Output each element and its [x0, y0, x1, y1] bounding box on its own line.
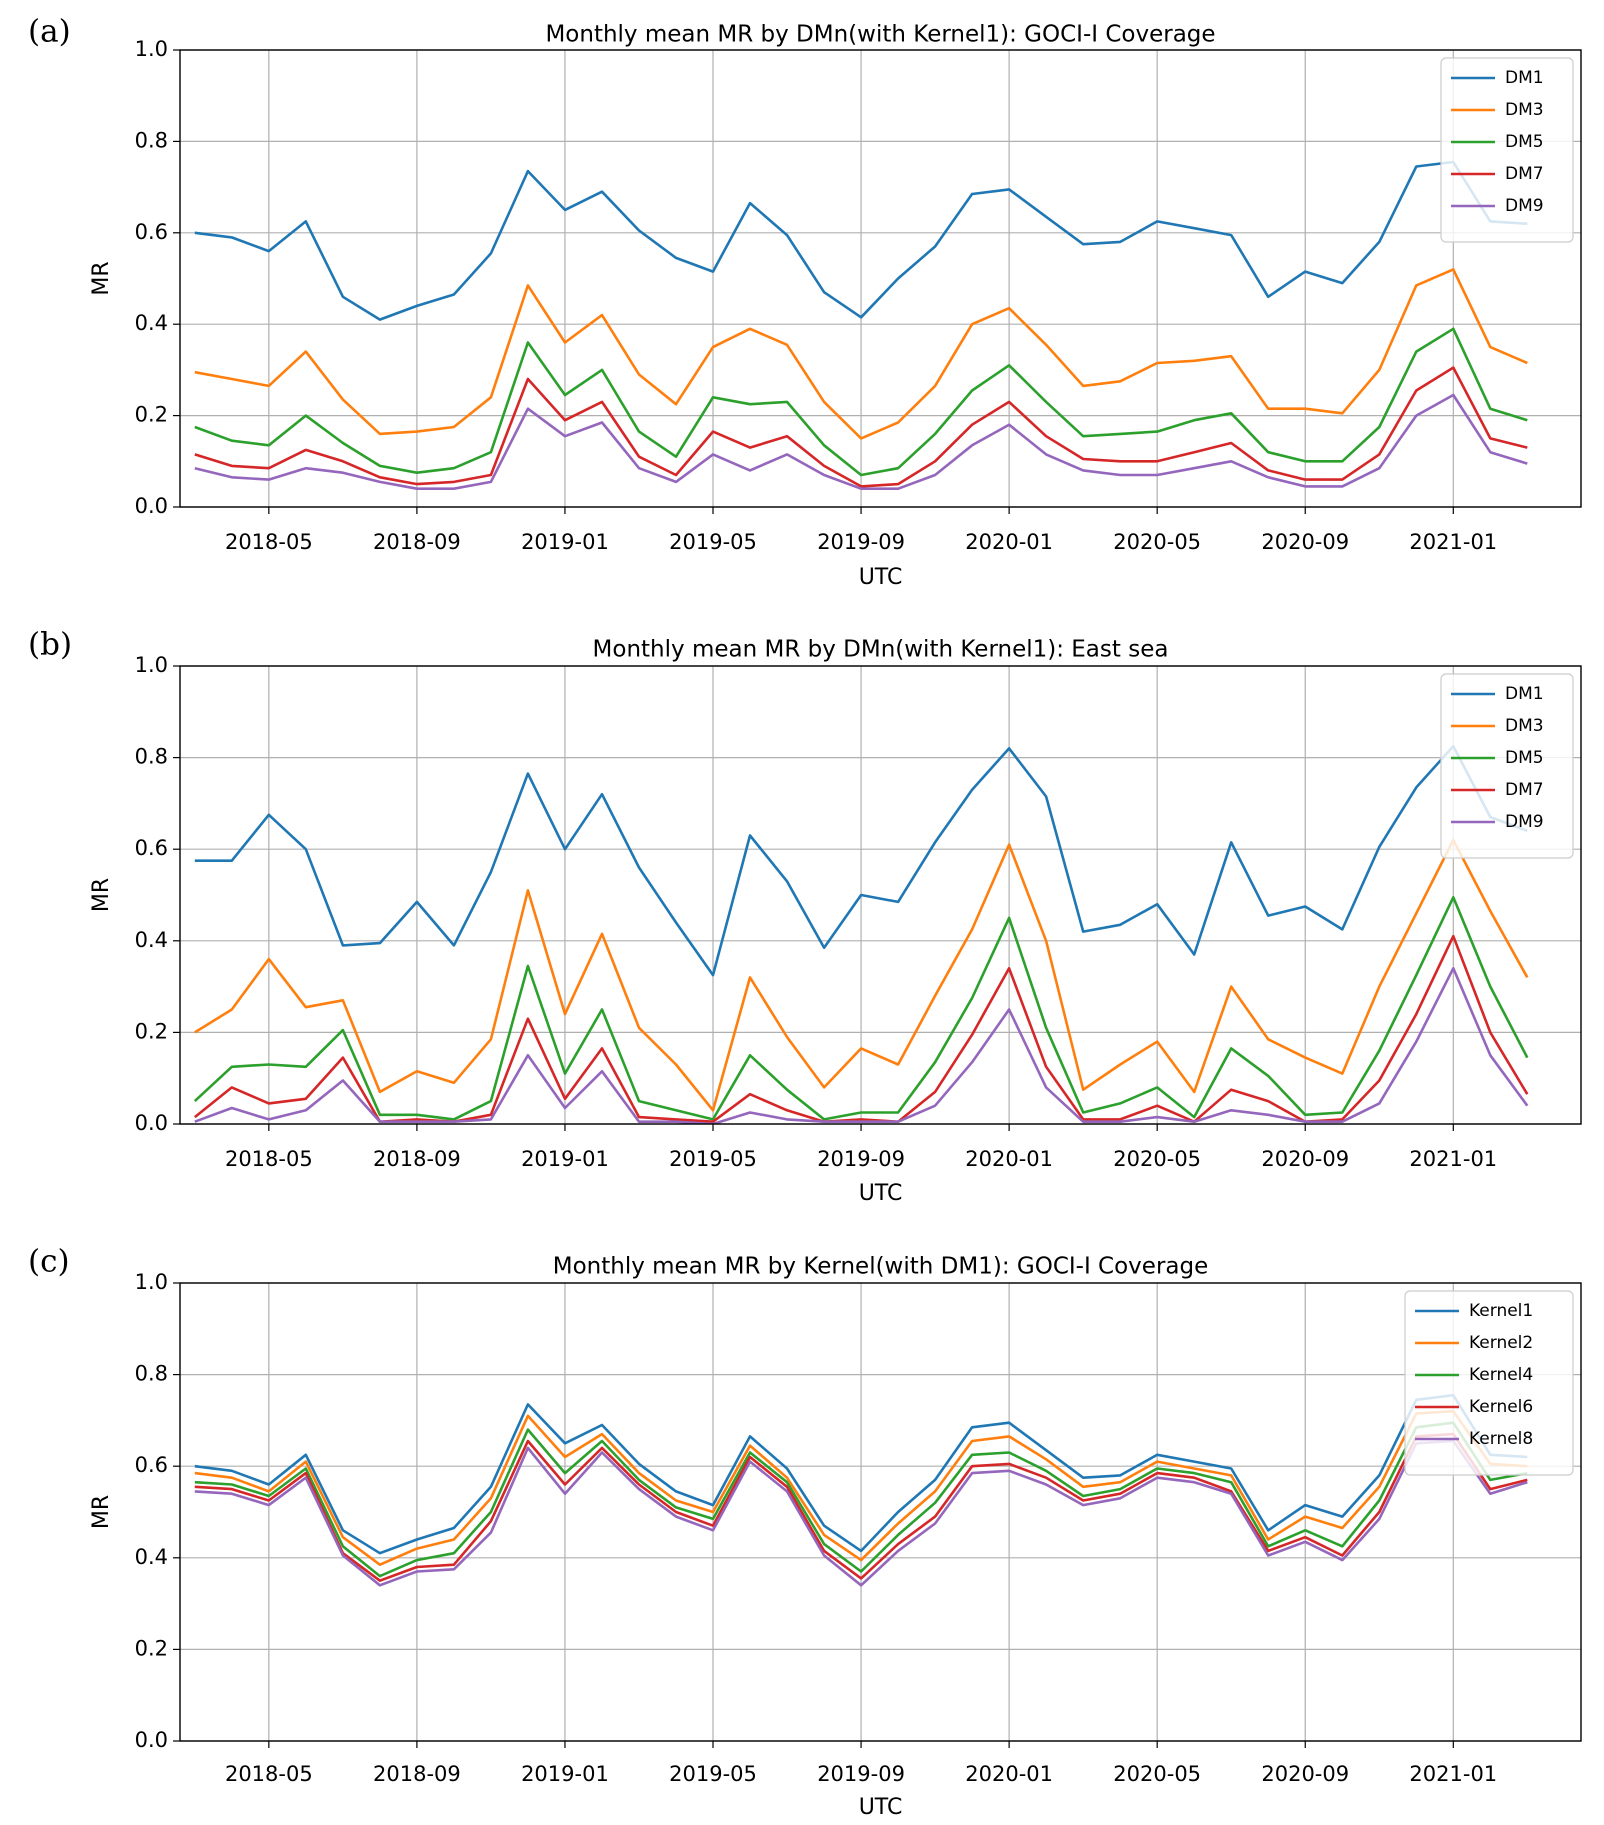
- series-group: [193, 744, 1529, 1124]
- legend-label: DM5: [1505, 132, 1544, 152]
- plot-frame: [179, 1282, 1582, 1742]
- x-axis-label: UTC: [859, 1795, 903, 1820]
- legend: DM1 DM3 DM5 DM7 DM9: [1440, 57, 1574, 243]
- legend: DM1 DM3 DM5 DM7 DM9: [1440, 673, 1574, 859]
- y-tick-label: 0.4: [135, 928, 168, 952]
- y-tick-label: 0.8: [135, 1362, 168, 1386]
- y-tick-label: 0.8: [135, 745, 168, 769]
- x-tick-label: 2019-09: [817, 530, 905, 554]
- x-tick-label: 2020-09: [1261, 530, 1349, 554]
- y-tick-label: 0.2: [135, 1019, 168, 1043]
- panel-label-a: (a): [28, 14, 71, 50]
- x-tick-label: 2019-05: [669, 1762, 757, 1786]
- plot-frame: [179, 665, 1582, 1125]
- y-tick-label: 0.0: [135, 1111, 168, 1135]
- x-tick-label: 2018-09: [373, 530, 461, 554]
- legend-label: Kernel8: [1469, 1429, 1533, 1449]
- legend-label: DM3: [1505, 716, 1544, 736]
- series-group: [194, 160, 1528, 491]
- legend-label: Kernel4: [1469, 1365, 1533, 1385]
- legend-label: DM7: [1505, 780, 1544, 800]
- chart-panel-1: (a) Monthly mean MR by DMn(with Kernel1):…: [28, 14, 1582, 590]
- chart-title: Monthly mean MR by Kernel(with DM1): GOC…: [553, 1254, 1209, 1280]
- x-axis-label: UTC: [859, 1181, 903, 1206]
- legend-label: DM9: [1505, 196, 1544, 216]
- x-tick-label: 2020-09: [1261, 1147, 1349, 1171]
- chart-panel-2: (b) Monthly mean MR by DMn(with Kernel1):…: [28, 627, 1582, 1206]
- x-tick-label: 2018-09: [373, 1762, 461, 1786]
- x-tick-label: 2021-01: [1409, 1147, 1497, 1171]
- legend-box: [1440, 57, 1574, 243]
- y-tick-label: 0.2: [135, 403, 168, 427]
- x-tick-label: 2020-05: [1113, 1762, 1201, 1786]
- chart-title: Monthly mean MR by DMn(with Kernel1): GO…: [545, 22, 1215, 48]
- x-tick-label: 2020-05: [1113, 1147, 1201, 1171]
- x-tick-label: 2019-01: [521, 1762, 609, 1786]
- legend-label: DM1: [1505, 68, 1544, 88]
- legend-label: DM1: [1505, 684, 1544, 704]
- legend-label: DM7: [1505, 164, 1544, 184]
- x-axis-label: UTC: [859, 565, 903, 590]
- y-tick-label: 1.0: [135, 37, 168, 61]
- x-tick-label: 2020-01: [965, 530, 1053, 554]
- x-tick-label: 2021-01: [1409, 530, 1497, 554]
- x-tick-label: 2020-09: [1261, 1762, 1349, 1786]
- y-tick-label: 0.6: [135, 1453, 168, 1477]
- x-tick-label: 2019-01: [521, 530, 609, 554]
- legend-label: Kernel1: [1469, 1301, 1533, 1321]
- x-tick-label: 2020-01: [965, 1762, 1053, 1786]
- legend-label: Kernel6: [1469, 1397, 1533, 1417]
- legend-label: DM9: [1505, 812, 1544, 832]
- y-axis-label: MR: [89, 1495, 114, 1529]
- panel-label-c: (c): [28, 1244, 70, 1280]
- x-tick-label: 2018-05: [225, 1147, 313, 1171]
- y-tick-label: 1.0: [135, 1270, 168, 1294]
- legend: Kernel1 Kernel2 Kernel4 Kernel6 Kernel8: [1404, 1290, 1574, 1476]
- y-axis-label: MR: [89, 261, 114, 295]
- y-tick-label: 0.6: [135, 220, 168, 244]
- y-tick-label: 0.6: [135, 836, 168, 860]
- x-tick-label: 2018-09: [373, 1147, 461, 1171]
- legend-box: [1440, 673, 1574, 859]
- y-tick-label: 0.0: [135, 494, 168, 518]
- x-tick-label: 2020-05: [1113, 530, 1201, 554]
- x-tick-label: 2018-05: [225, 1762, 313, 1786]
- y-tick-label: 0.4: [135, 311, 168, 335]
- y-tick-label: 0.8: [135, 128, 168, 152]
- x-tick-label: 2019-05: [669, 530, 757, 554]
- y-tick-label: 1.0: [135, 653, 168, 677]
- legend-label: Kernel2: [1469, 1333, 1533, 1353]
- x-tick-label: 2019-09: [817, 1147, 905, 1171]
- chart-title: Monthly mean MR by DMn(with Kernel1): Ea…: [593, 637, 1169, 663]
- x-tick-label: 2020-01: [965, 1147, 1053, 1171]
- panel-label-b: (b): [28, 627, 72, 663]
- chart-panel-3: (c) Monthly mean MR by Kernel(with DM1): …: [28, 1244, 1582, 1820]
- legend-label: DM5: [1505, 748, 1544, 768]
- x-tick-label: 2018-05: [225, 530, 313, 554]
- y-tick-label: 0.0: [135, 1728, 168, 1752]
- x-tick-label: 2019-09: [817, 1762, 905, 1786]
- legend-box: [1404, 1290, 1574, 1476]
- y-tick-label: 0.2: [135, 1636, 168, 1660]
- x-tick-label: 2019-01: [521, 1147, 609, 1171]
- series-group: [194, 1393, 1528, 1587]
- plot-frame: [179, 49, 1582, 508]
- y-axis-label: MR: [89, 878, 114, 912]
- x-tick-label: 2019-05: [669, 1147, 757, 1171]
- legend-label: DM3: [1505, 100, 1544, 120]
- x-tick-label: 2021-01: [1409, 1762, 1497, 1786]
- y-tick-label: 0.4: [135, 1545, 168, 1569]
